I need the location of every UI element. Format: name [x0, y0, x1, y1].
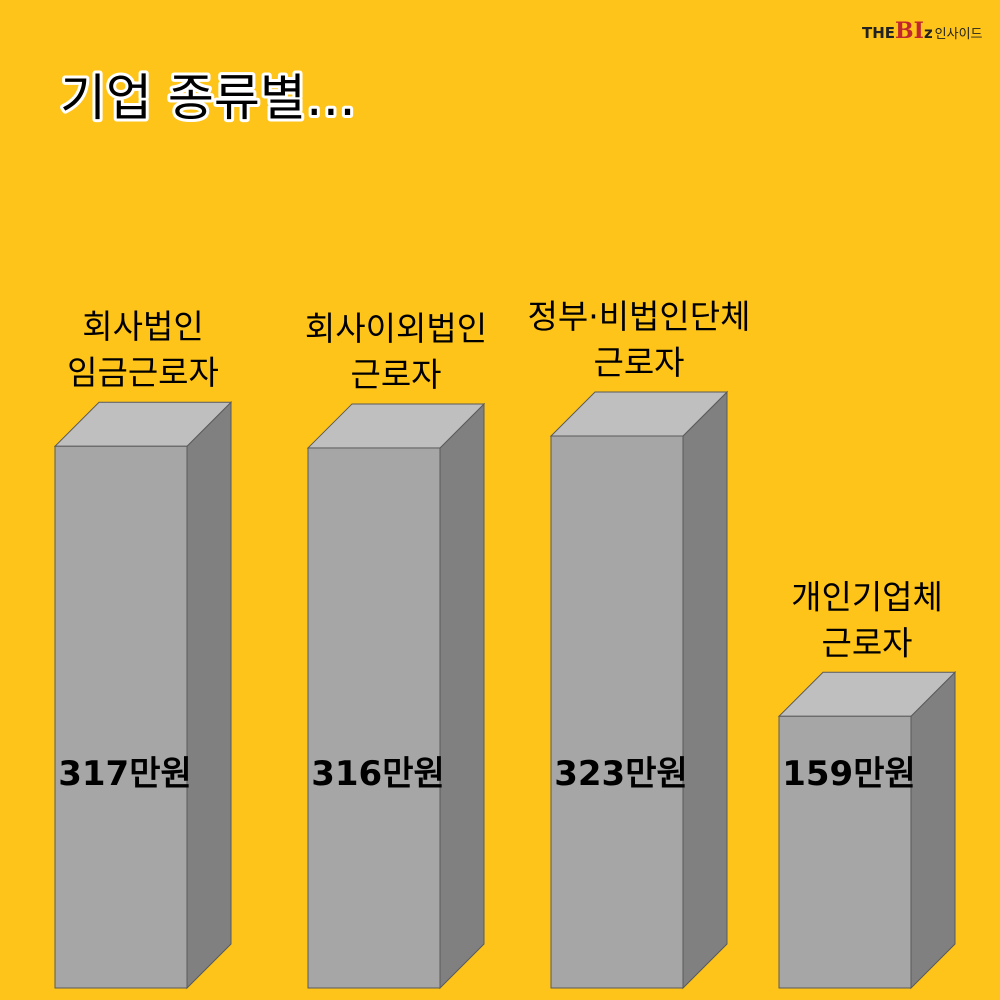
- bar-4-side: [910, 671, 956, 990]
- bar-1: [54, 445, 188, 989]
- bar-4-value-label: 159만원: [782, 754, 916, 794]
- bar-3-category-line-1: 정부·비법인단체: [527, 297, 750, 336]
- bar-2-category-line-1: 회사이외법인: [305, 309, 487, 348]
- bar-1-category-line-1: 회사법인: [82, 307, 203, 346]
- bar-2-category-line-2: 근로자: [350, 355, 441, 394]
- bar-2: [307, 447, 441, 989]
- bar-3: [550, 435, 684, 989]
- logo-text-z: z: [924, 24, 933, 42]
- chart-title: 기업 종류별…: [60, 69, 356, 127]
- bar-1-side: [186, 401, 232, 990]
- bar-1-category-line-2: 임금근로자: [67, 353, 219, 392]
- logo-text-the: THE: [862, 24, 895, 42]
- bar-4-category-line-2: 근로자: [821, 623, 912, 662]
- bar-4-category-line-1: 개인기업체: [791, 577, 943, 616]
- bar-3-value-label: 323만원: [554, 754, 688, 794]
- bar-2-side: [439, 402, 485, 990]
- bar-3-category-line-2: 근로자: [593, 343, 684, 382]
- bar-2-value-label: 316만원: [311, 754, 445, 794]
- logo-text-inside: 인사이드: [935, 27, 983, 42]
- logo-text-bi: BI: [895, 18, 924, 44]
- bar-3-side: [682, 390, 728, 990]
- bar-4: [778, 715, 912, 989]
- brand-logo: THEBIz 인사이드: [862, 18, 983, 44]
- bar-1-value-label: 317만원: [58, 754, 192, 794]
